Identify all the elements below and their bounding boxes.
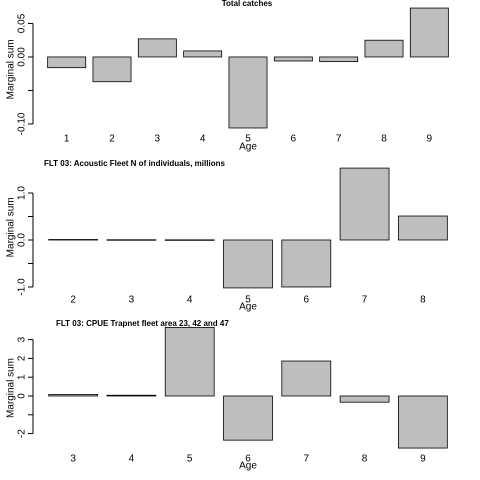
bar xyxy=(47,56,87,69)
bar xyxy=(397,215,448,241)
x-tick-label: 8 xyxy=(362,454,368,465)
y-tick-label: 1 xyxy=(17,374,28,380)
x-tick-label: 2 xyxy=(109,134,115,145)
x-tick-label: 6 xyxy=(291,134,297,145)
x-tick-label: 3 xyxy=(129,295,135,306)
bar xyxy=(273,56,313,62)
x-tick-label: 6 xyxy=(245,454,251,465)
x-tick-label: 8 xyxy=(420,295,426,306)
chart-title: FLT 03: Acoustic Fleet N of individuals,… xyxy=(44,159,225,168)
bar xyxy=(137,38,177,58)
bar xyxy=(364,39,404,58)
chart-title: FLT 03: CPUE Trapnet fleet area 23, 42 a… xyxy=(56,319,229,328)
bar xyxy=(164,239,215,241)
y-tick-label: -0.10 xyxy=(17,112,28,135)
bar xyxy=(92,56,132,83)
bar xyxy=(409,7,449,58)
y-tick-label: 2 xyxy=(17,355,28,361)
y-axis-label: Marginal sum xyxy=(6,197,17,257)
x-tick-label: 7 xyxy=(304,454,310,465)
bar xyxy=(339,395,390,403)
x-tick-label: 5 xyxy=(245,134,251,145)
x-tick-label: 5 xyxy=(187,454,193,465)
bar xyxy=(339,167,390,241)
x-tick-label: 5 xyxy=(245,295,251,306)
x-tick-label: 2 xyxy=(70,295,76,306)
chart-title: Total catches xyxy=(222,0,273,8)
x-tick-label: 9 xyxy=(427,134,433,145)
bar xyxy=(164,326,215,397)
y-axis-label: Marginal sum xyxy=(6,39,17,99)
x-axis-label: Age xyxy=(239,142,257,153)
y-tick-label: 1.0 xyxy=(17,186,28,200)
x-tick-label: 7 xyxy=(362,295,368,306)
x-tick-label: 9 xyxy=(420,454,426,465)
x-tick-label: 3 xyxy=(70,454,76,465)
x-tick-label: 3 xyxy=(155,134,161,145)
bar xyxy=(228,56,268,129)
y-tick-label: -2 xyxy=(17,429,28,438)
y-tick-label: 0.00 xyxy=(17,47,28,67)
bar xyxy=(281,239,332,288)
bar xyxy=(106,394,157,397)
y-tick-label: 0.05 xyxy=(17,13,28,33)
y-tick-label: 0 xyxy=(17,393,28,399)
bar xyxy=(48,394,99,397)
x-tick-label: 6 xyxy=(304,295,310,306)
x-tick-label: 4 xyxy=(129,454,135,465)
bar xyxy=(397,395,448,449)
bar xyxy=(281,360,332,397)
y-tick-label: -1.0 xyxy=(17,278,28,296)
bar xyxy=(319,56,359,63)
x-axis-label: Age xyxy=(239,302,257,313)
x-tick-label: 1 xyxy=(64,134,70,145)
bar xyxy=(106,239,157,241)
x-tick-label: 4 xyxy=(200,134,206,145)
x-tick-label: 8 xyxy=(381,134,387,145)
y-tick-label: 0.0 xyxy=(17,233,28,247)
bar xyxy=(183,50,223,58)
x-tick-label: 4 xyxy=(187,295,193,306)
bar xyxy=(223,395,273,441)
x-tick-label: 7 xyxy=(336,134,342,145)
bar xyxy=(223,239,273,289)
y-tick-label: 3 xyxy=(17,336,28,342)
x-axis-label: Age xyxy=(239,461,257,472)
bar xyxy=(48,239,99,241)
y-axis-label: Marginal sum xyxy=(6,358,17,418)
